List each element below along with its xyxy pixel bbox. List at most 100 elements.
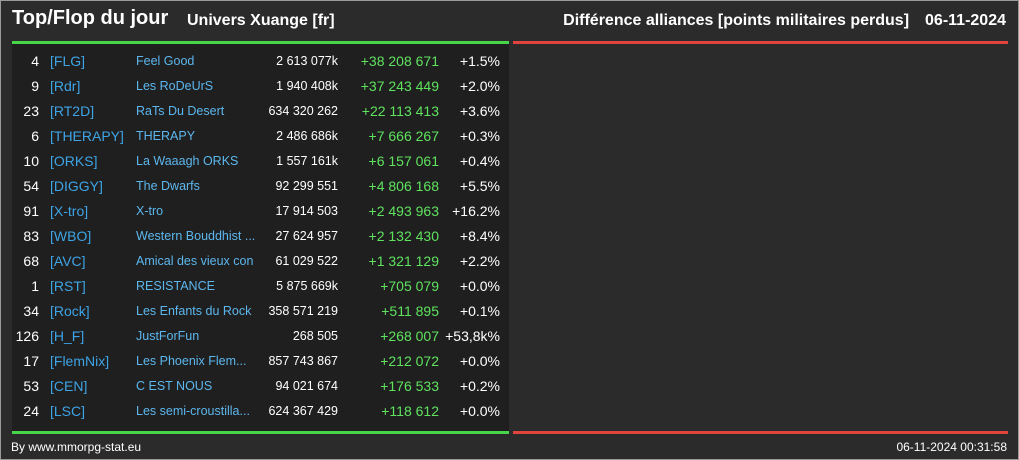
ranking-heading: Différence alliances [points militaires … [563, 12, 1006, 30]
alliance-tag[interactable]: [WBO] [50, 228, 92, 244]
alliance-points: 94 021 674 [275, 379, 338, 393]
alliance-row: 9 [Rdr] Les RoDeUrS 1 940 408k +37 243 449 +2… [12, 74, 509, 99]
alliance-name[interactable]: JustForFun [136, 329, 200, 343]
alliance-points: 17 914 503 [275, 204, 338, 218]
ranking-date: 06-11-2024 [925, 12, 1006, 29]
points-difference: +4 806 168 [368, 178, 439, 194]
universe-subtitle: Univers Xuange [fr] [187, 12, 335, 29]
alliance-points: 5 875 669k [276, 279, 338, 293]
alliance-points: 2 613 077k [276, 54, 338, 68]
alliance-row: 126 [H_F] JustForFun 268 505 +268 007 +53,8k% [12, 324, 509, 349]
generated-timestamp: 06-11-2024 00:31:58 [896, 440, 1007, 454]
alliance-tag[interactable]: [RST] [50, 278, 86, 294]
alliance-rank: 9 [31, 78, 39, 94]
alliance-tag[interactable]: [X-tro] [50, 203, 89, 219]
percent-change: +5.5% [459, 178, 500, 194]
alliance-tag[interactable]: [CEN] [50, 378, 88, 394]
alliance-name[interactable]: Les semi-croustilla... [136, 404, 250, 418]
alliance-row: 34 [Rock] Les Enfants du Rock 358 571 219 +5… [12, 299, 509, 324]
alliance-name[interactable]: X-tro [136, 204, 164, 218]
alliance-tag[interactable]: [AVC] [50, 253, 86, 269]
percent-change: +8.4% [459, 228, 500, 244]
alliance-row: 53 [CEN] C EST NOUS 94 021 674 +176 533 +0.2% [12, 374, 509, 399]
alliance-row: 23 [RT2D] RaTs Du Desert 634 320 262 +22 113… [12, 99, 509, 124]
top-alliances-panel: 4 [FLG] Feel Good 2 613 077k +38 208 671 +1.5… [12, 44, 509, 431]
alliance-points: 2 486 686k [276, 129, 338, 143]
alliance-name[interactable]: La Waaagh ORKS [136, 154, 239, 168]
points-difference: +2 493 963 [368, 203, 439, 219]
alliance-name[interactable]: Feel Good [136, 54, 195, 68]
alliance-rank: 91 [23, 203, 39, 219]
percent-change: +0.0% [459, 403, 500, 419]
alliance-name[interactable]: Les RoDeUrS [136, 79, 214, 93]
alliance-name[interactable]: C EST NOUS [136, 379, 213, 393]
alliance-row: 91 [X-tro] X-tro 17 914 503 +2 493 963 +16.2% [12, 199, 509, 224]
alliance-row: 6 [THERAPY] THERAPY 2 486 686k +7 666 267 +0.… [12, 124, 509, 149]
alliance-points: 61 029 522 [275, 254, 338, 268]
percent-change: +53,8k% [445, 328, 500, 344]
alliance-row: 83 [WBO] Western Bouddhist ... 27 624 957 +2… [12, 224, 509, 249]
alliance-rank: 10 [23, 153, 39, 169]
points-difference: +511 895 [381, 303, 439, 319]
percent-change: +0.3% [459, 128, 500, 144]
alliance-name[interactable]: Les Enfants du Rock [136, 304, 252, 318]
alliance-tag[interactable]: [DIGGY] [50, 178, 103, 194]
alliance-name[interactable]: The Dwarfs [136, 179, 200, 193]
ranking-type-label: Différence alliances [points militaires … [563, 12, 910, 29]
alliance-tag[interactable]: [H_F] [50, 328, 85, 344]
alliance-rank: 34 [23, 303, 39, 319]
alliance-tag[interactable]: [ORKS] [50, 153, 98, 169]
alliance-rank: 4 [31, 53, 39, 69]
alliance-rank: 17 [23, 353, 39, 369]
points-difference: +7 666 267 [368, 128, 439, 144]
page-title: Top/Flop du jour [12, 7, 169, 29]
percent-change: +0.0% [459, 353, 500, 369]
alliance-row: 68 [AVC] Amical des vieux con 61 029 522 +1 … [12, 249, 509, 274]
alliance-row: 4 [FLG] Feel Good 2 613 077k +38 208 671 +1.5… [12, 49, 509, 74]
points-difference: +2 132 430 [368, 228, 439, 244]
points-difference: +37 243 449 [360, 78, 439, 94]
alliance-points: 634 320 262 [268, 104, 338, 118]
top-panel-bottom-bar [12, 431, 509, 434]
alliance-row: 24 [LSC] Les semi-croustilla... 624 367 429… [12, 399, 509, 424]
percent-change: +2.0% [459, 78, 500, 94]
alliance-rank: 54 [23, 178, 39, 194]
points-difference: +38 208 671 [360, 53, 439, 69]
alliance-rank: 1 [31, 278, 39, 294]
alliance-rank: 68 [23, 253, 39, 269]
alliance-rank: 23 [23, 103, 39, 119]
alliance-name[interactable]: RaTs Du Desert [136, 104, 225, 118]
alliance-tag[interactable]: [FLG] [50, 53, 86, 69]
alliance-name[interactable]: RESISTANCE [136, 279, 215, 293]
alliance-points: 92 299 551 [275, 179, 338, 193]
points-difference: +268 007 [380, 328, 439, 344]
alliance-tag[interactable]: [THERAPY] [50, 128, 124, 144]
alliance-rank: 24 [23, 403, 39, 419]
alliance-points: 358 571 219 [268, 304, 338, 318]
points-difference: +22 113 413 [361, 103, 439, 119]
alliance-tag[interactable]: [RT2D] [50, 103, 95, 119]
points-difference: +1 321 129 [368, 253, 439, 269]
alliance-rank: 6 [31, 128, 39, 144]
alliance-rank: 53 [23, 378, 39, 394]
alliance-tag[interactable]: [Rdr] [50, 78, 81, 94]
alliance-name[interactable]: THERAPY [136, 129, 196, 143]
points-difference: +176 533 [380, 378, 439, 394]
points-difference: +6 157 061 [368, 153, 439, 169]
site-credit: By www.mmorpg-stat.eu [11, 440, 142, 454]
percent-change: +3.6% [459, 103, 500, 119]
percent-change: +0.0% [459, 278, 500, 294]
alliance-points: 27 624 957 [275, 229, 338, 243]
alliance-row: 1 [RST] RESISTANCE 5 875 669k +705 079 +0.0% [12, 274, 509, 299]
points-difference: +118 612 [381, 403, 439, 419]
alliance-tag[interactable]: [Rock] [50, 303, 90, 319]
alliance-points: 1 940 408k [276, 79, 338, 93]
percent-change: +16.2% [452, 203, 500, 219]
alliance-tag[interactable]: [FlemNix] [50, 353, 110, 369]
alliance-tag[interactable]: [LSC] [50, 403, 86, 419]
alliance-name[interactable]: Amical des vieux con [136, 254, 254, 268]
alliance-name[interactable]: Western Bouddhist ... [136, 229, 256, 243]
percent-change: +0.2% [459, 378, 500, 394]
alliance-name[interactable]: Les Phoenix Flem... [136, 354, 247, 368]
